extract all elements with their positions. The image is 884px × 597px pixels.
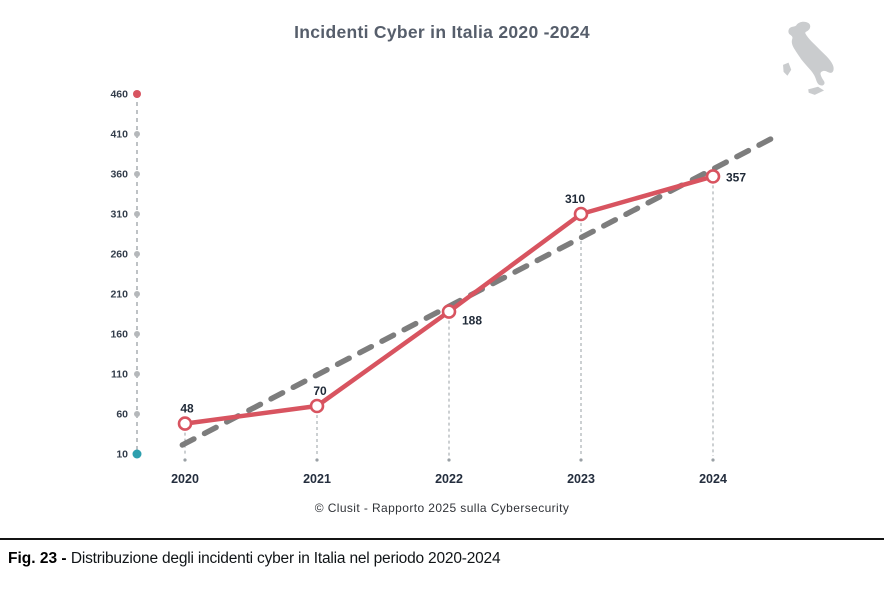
y-axis-tick-label: 210 xyxy=(110,289,128,301)
y-axis-tick-dot xyxy=(134,171,140,177)
data-point-2023 xyxy=(573,206,589,222)
y-axis-tick-dot xyxy=(134,131,140,137)
y-axis-tick-label: 110 xyxy=(111,369,128,381)
y-axis-tick-label: 460 xyxy=(110,89,128,101)
y-axis-tick-label: 160 xyxy=(110,329,128,341)
source-attribution: © Clusit - Rapporto 2025 sulla Cybersecu… xyxy=(314,501,570,515)
y-axis-tick-label: 10 xyxy=(116,449,128,461)
data-point-2020 xyxy=(177,416,193,431)
caption-divider xyxy=(0,538,884,540)
dropline-end-dot xyxy=(183,458,187,462)
line-chart: 460 410 360 310 260 210 160 110 60 10 2020 2021 2022… xyxy=(110,89,776,486)
x-axis-year-label: 2021 xyxy=(303,472,331,486)
italy-mainland-shape xyxy=(788,21,834,86)
figure-separator: - xyxy=(57,550,71,567)
figure-number: Fig. 23 xyxy=(8,550,58,567)
y-axis-tick-dot xyxy=(134,371,140,377)
dropline-end-dot xyxy=(447,458,451,462)
y-axis-tick-dot xyxy=(132,449,142,459)
data-point-2022 xyxy=(441,304,457,319)
dropline-end-dot xyxy=(711,458,715,462)
x-axis-year-label: 2022 xyxy=(435,472,463,486)
figure-caption: Fig. 23 - Distribuzione degli incidenti … xyxy=(8,550,868,568)
data-value-label: 48 xyxy=(180,402,194,416)
y-axis-tick-dot xyxy=(134,211,140,217)
chart-title: Incidenti Cyber in Italia 2020 -2024 xyxy=(294,22,590,42)
data-value-label: 310 xyxy=(565,192,585,206)
data-line xyxy=(184,174,714,426)
italy-map-icon xyxy=(783,21,834,95)
y-axis-tick-label: 410 xyxy=(110,129,128,141)
y-axis-tick-dot xyxy=(134,331,140,337)
y-axis-tick-label: 60 xyxy=(116,409,128,421)
y-axis-tick-label: 310 xyxy=(110,209,128,221)
italy-sicily-shape xyxy=(808,86,825,95)
data-value-label: 357 xyxy=(726,170,746,184)
x-axis-year-label: 2020 xyxy=(171,472,199,486)
x-axis-year-label: 2024 xyxy=(699,472,727,486)
y-axis-tick-label: 360 xyxy=(110,169,128,181)
y-axis-tick-dot xyxy=(134,251,140,257)
dropline-end-dot xyxy=(315,458,319,462)
y-axis-tick-dot xyxy=(134,411,140,417)
dropline-end-dot xyxy=(579,458,583,462)
y-axis-tick-dot xyxy=(134,291,140,297)
data-point-2024 xyxy=(705,169,721,184)
figure-caption-text: Distribuzione degli incidenti cyber in I… xyxy=(70,550,501,567)
data-point-2021 xyxy=(309,398,325,414)
italy-sardinia-shape xyxy=(783,62,792,76)
data-value-label: 70 xyxy=(313,384,327,398)
data-value-label: 188 xyxy=(462,314,482,328)
y-axis-tick-label: 260 xyxy=(110,249,128,261)
y-axis-tick-dot xyxy=(133,90,141,98)
x-axis-year-label: 2023 xyxy=(567,472,595,486)
